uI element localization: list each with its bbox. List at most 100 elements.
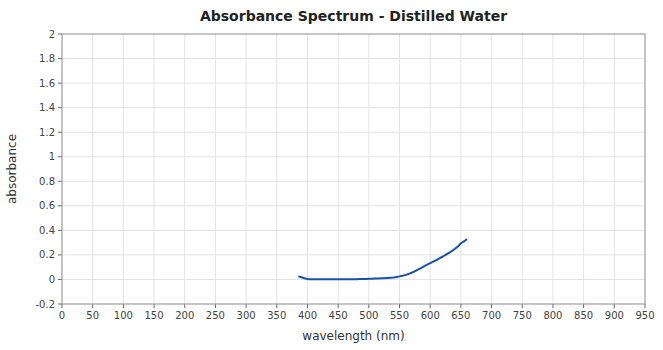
tick-label-x: 250: [206, 310, 225, 321]
tick-y: [58, 205, 62, 206]
tick-label-y: 0.4: [39, 225, 55, 236]
tick-x: [368, 304, 369, 308]
tick-x: [430, 304, 431, 308]
tick-x: [338, 304, 339, 308]
tick-label-x: 350: [267, 310, 286, 321]
tick-label-y: 1: [49, 151, 55, 162]
grid-line-y: [62, 181, 645, 182]
tick-label-x: 600: [421, 310, 440, 321]
tick-x: [215, 304, 216, 308]
data-line: [298, 239, 467, 279]
tick-label-x: 0: [59, 310, 65, 321]
grid: [62, 34, 645, 304]
grid-line-y: [62, 58, 645, 59]
tick-x: [399, 304, 400, 308]
tick-y: [58, 34, 62, 35]
tick-label-y: 0.2: [39, 249, 55, 260]
tick-y: [58, 156, 62, 157]
tick-x: [491, 304, 492, 308]
grid-line-x: [92, 34, 93, 304]
tick-label-x: 400: [298, 310, 317, 321]
tick-label-x: 300: [237, 310, 256, 321]
tick-y: [58, 304, 62, 305]
tick-label-x: 500: [359, 310, 378, 321]
tick-x: [92, 304, 93, 308]
grid-line-y: [62, 83, 645, 84]
tick-x: [62, 304, 63, 308]
tick-label-x: 800: [543, 310, 562, 321]
tick-label-x: 200: [175, 310, 194, 321]
grid-line-x: [552, 34, 553, 304]
grid-line-x: [307, 34, 308, 304]
tick-x: [246, 304, 247, 308]
tick-label-x: 150: [145, 310, 164, 321]
x-axis-label: wavelength (nm): [302, 329, 404, 343]
plot-frame: [62, 34, 645, 304]
tick-label-y: 2: [49, 29, 55, 40]
tick-label-y: 1.6: [39, 78, 55, 89]
tick-label-x: 50: [86, 310, 99, 321]
axes: -0.2 0 0.2 0.4 0.6 0.8 1 1.2 1.4 1.6 1.8 2 0 50 100 150…: [35, 29, 654, 322]
grid-line-x: [123, 34, 124, 304]
grid-line-x: [246, 34, 247, 304]
plot-area: [62, 34, 645, 304]
tick-y: [58, 83, 62, 84]
tick-label-y: -0.2: [35, 299, 55, 310]
tick-y: [58, 58, 62, 59]
tick-label-x: 650: [451, 310, 470, 321]
grid-line-y: [62, 230, 645, 231]
tick-label-y: 0.8: [39, 176, 55, 187]
tick-x: [460, 304, 461, 308]
tick-label-y: 1.8: [39, 53, 55, 64]
y-axis-label: absorbance: [5, 134, 19, 204]
grid-line-y: [62, 107, 645, 108]
tick-label-x: 700: [482, 310, 501, 321]
tick-label-x: 850: [574, 310, 593, 321]
grid-line-x: [614, 34, 615, 304]
grid-line-y: [62, 156, 645, 157]
tick-y: [58, 132, 62, 133]
grid-line-x: [338, 34, 339, 304]
tick-label-x: 900: [605, 310, 624, 321]
grid-line-x: [154, 34, 155, 304]
tick-x: [184, 304, 185, 308]
grid-line-x: [583, 34, 584, 304]
tick-x: [276, 304, 277, 308]
tick-x: [154, 304, 155, 308]
grid-line-y: [62, 205, 645, 206]
tick-x: [552, 304, 553, 308]
tick-x: [522, 304, 523, 308]
grid-line-x: [276, 34, 277, 304]
grid-line-x: [399, 34, 400, 304]
grid-line-y: [62, 254, 645, 255]
grid-line-x: [460, 34, 461, 304]
grid-line-x: [215, 34, 216, 304]
tick-label-y: 0: [49, 274, 55, 285]
data-group: [298, 239, 467, 279]
tick-x: [307, 304, 308, 308]
tick-y: [58, 279, 62, 280]
tick-x: [123, 304, 124, 308]
tick-label-x: 550: [390, 310, 409, 321]
tick-label-x: 450: [329, 310, 348, 321]
tick-label-x: 750: [513, 310, 532, 321]
tick-x: [614, 304, 615, 308]
tick-y: [58, 254, 62, 255]
tick-label-x: 100: [114, 310, 133, 321]
chart-title: Absorbance Spectrum - Distilled Water: [200, 8, 507, 24]
tick-y: [58, 230, 62, 231]
chart-svg: -0.2 0 0.2 0.4 0.6 0.8 1 1.2 1.4 1.6 1.8 2 0 50 100 150…: [0, 0, 663, 350]
grid-line-y: [62, 132, 645, 133]
grid-line-x: [368, 34, 369, 304]
chart-container: -0.2 0 0.2 0.4 0.6 0.8 1 1.2 1.4 1.6 1.8 2 0 50 100 150…: [0, 0, 663, 350]
grid-line-x: [491, 34, 492, 304]
tick-label-y: 0.6: [39, 200, 55, 211]
grid-line-x: [522, 34, 523, 304]
tick-y: [58, 181, 62, 182]
tick-label-y: 1.2: [39, 127, 55, 138]
tick-y: [58, 107, 62, 108]
grid-line-x: [184, 34, 185, 304]
tick-label-y: 1.4: [39, 102, 55, 113]
tick-label-x: 950: [635, 310, 654, 321]
tick-x: [583, 304, 584, 308]
